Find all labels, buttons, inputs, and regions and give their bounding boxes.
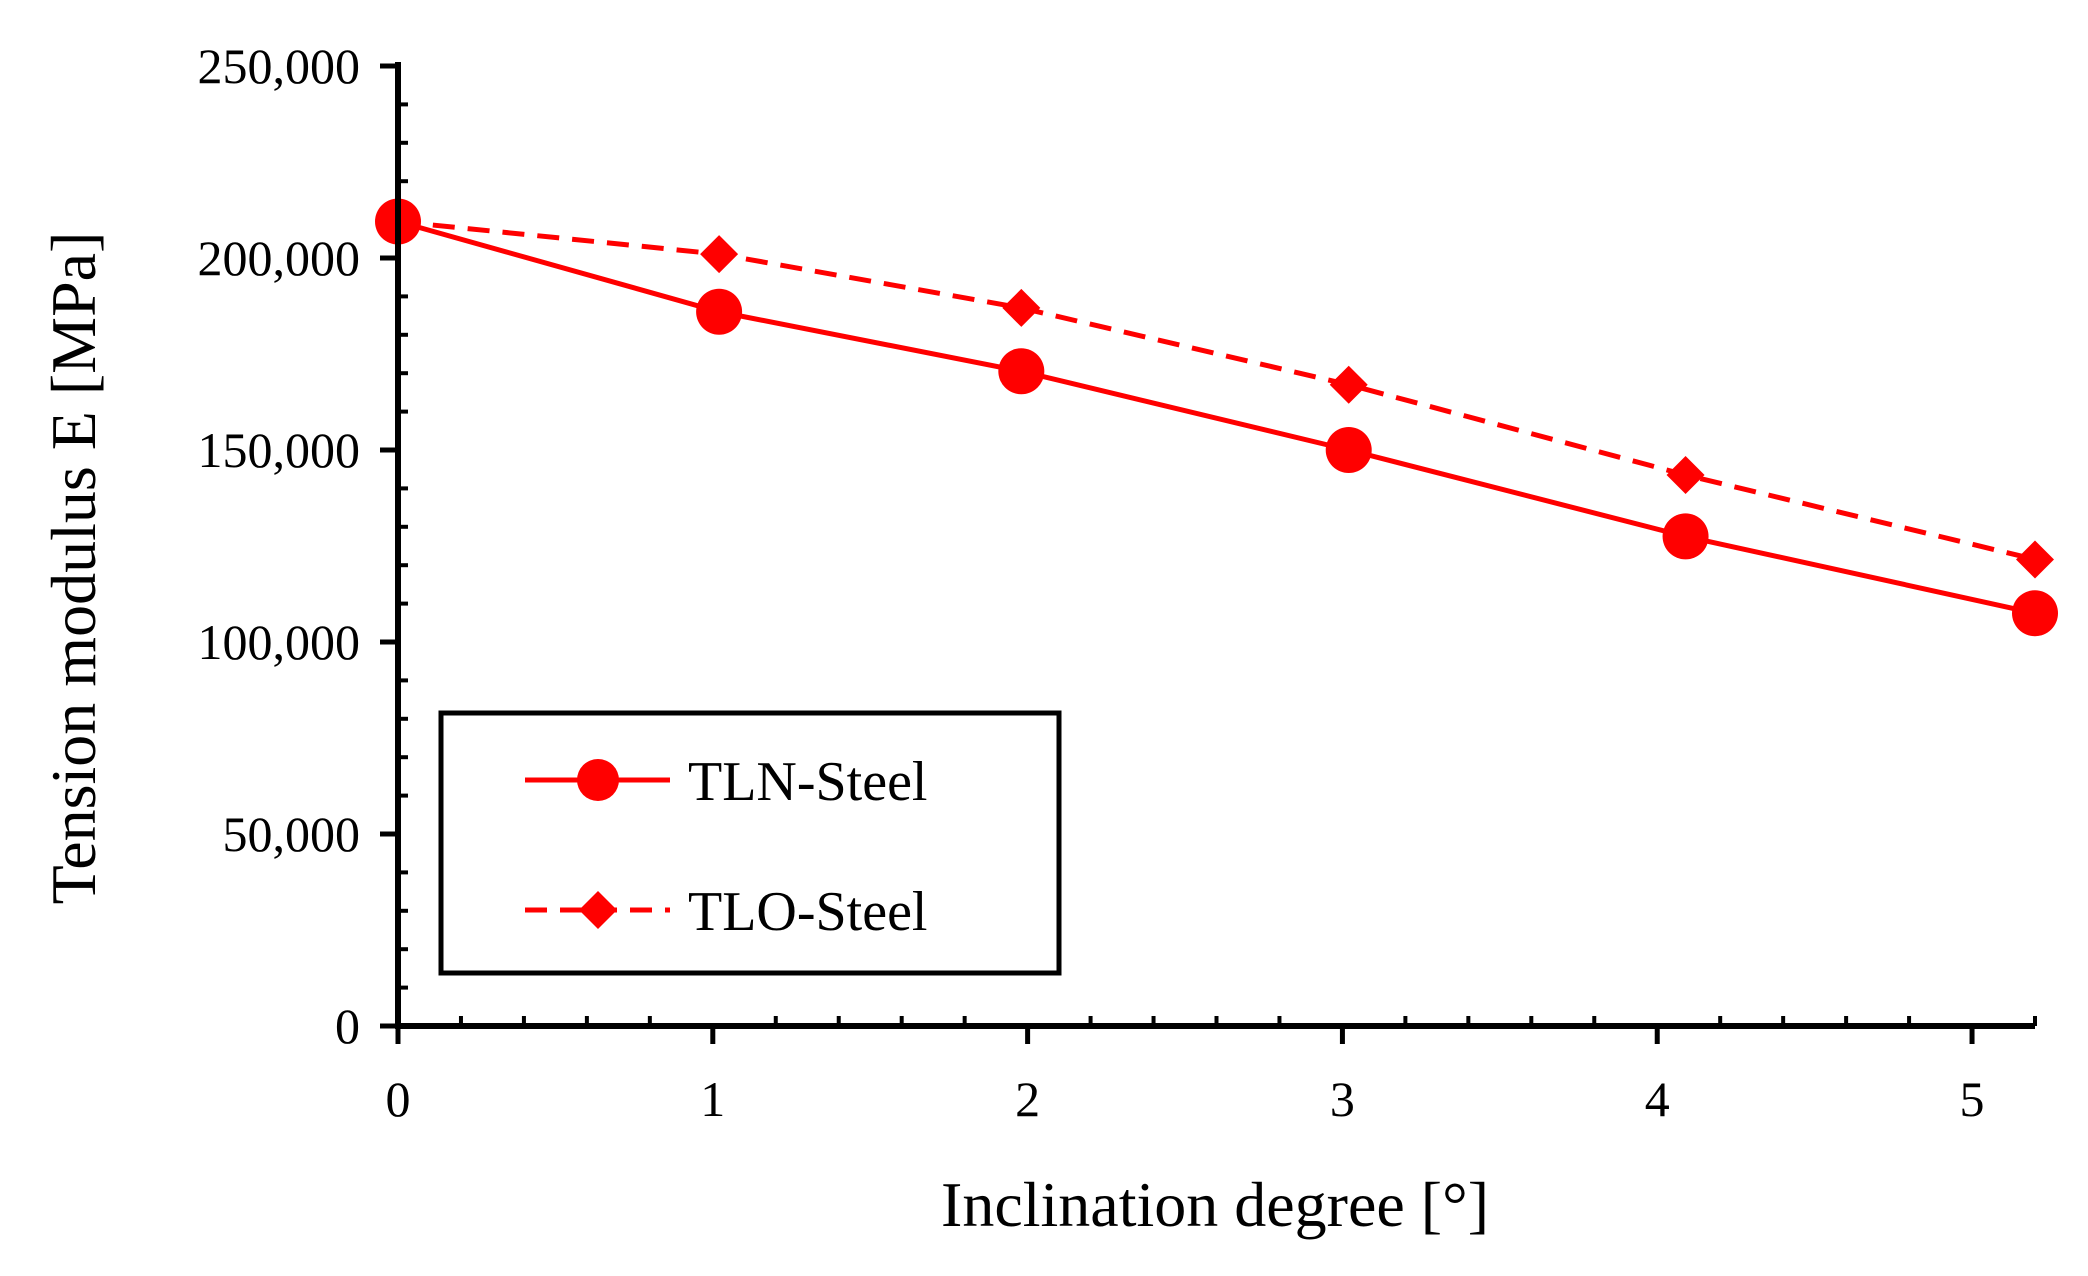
legend-marker-diamond-icon (579, 891, 617, 929)
series-layer (375, 198, 2058, 637)
data-point-tln-steel (696, 288, 743, 335)
data-point-tlo-steel (700, 235, 739, 274)
x-tick-label: 3 (1330, 1071, 1355, 1127)
y-tick-label: 0 (335, 998, 360, 1054)
legend-box (438, 710, 1062, 976)
series-line-tln-steel (397, 219, 2036, 616)
legend-entry-tln-steel: TLN-Steel (525, 751, 927, 813)
data-point-tln-steel (2012, 590, 2058, 637)
series-line-tlo-steel (397, 219, 2036, 562)
x-axis-ticks: 0 1 2 3 4 5 (386, 1016, 2037, 1127)
legend-label-tln-steel: TLN-Steel (688, 751, 927, 813)
legend-marker-circle-icon (577, 759, 619, 801)
x-tick-label: 0 (386, 1071, 411, 1127)
y-tick-label: 200,000 (198, 230, 361, 286)
y-tick-label: 150,000 (198, 422, 361, 478)
data-point-tln-steel (1662, 513, 1709, 560)
legend-entry-tlo-steel: TLO-Steel (525, 881, 927, 943)
data-point-tln-steel (1325, 427, 1372, 473)
data-point-tlo-steel (1666, 455, 1705, 494)
y-tick-label: 50,000 (223, 806, 361, 862)
y-tick-label: 250,000 (198, 38, 361, 94)
data-point-tlo-steel (1329, 365, 1368, 404)
data-point-tlo-steel (1002, 288, 1041, 327)
legend-label-tlo-steel: TLO-Steel (688, 881, 927, 943)
x-tick-label: 5 (1960, 1071, 1985, 1127)
data-point-tln-steel (998, 348, 1045, 395)
data-point-tlo-steel (2016, 540, 2054, 579)
x-tick-label: 4 (1645, 1071, 1670, 1127)
y-tick-label: 100,000 (198, 614, 361, 670)
y-axis-title: Tension modulus E [MPa] (38, 232, 109, 905)
x-axis-title: Inclination degree [°] (941, 1169, 1489, 1240)
x-tick-label: 1 (700, 1071, 725, 1127)
x-tick-label: 2 (1015, 1071, 1040, 1127)
legend: TLN-Steel TLO-Steel (438, 710, 1062, 976)
y-axis-ticks: 0 50,000 100,000 150,000 200,000 250,000 (198, 38, 408, 1054)
